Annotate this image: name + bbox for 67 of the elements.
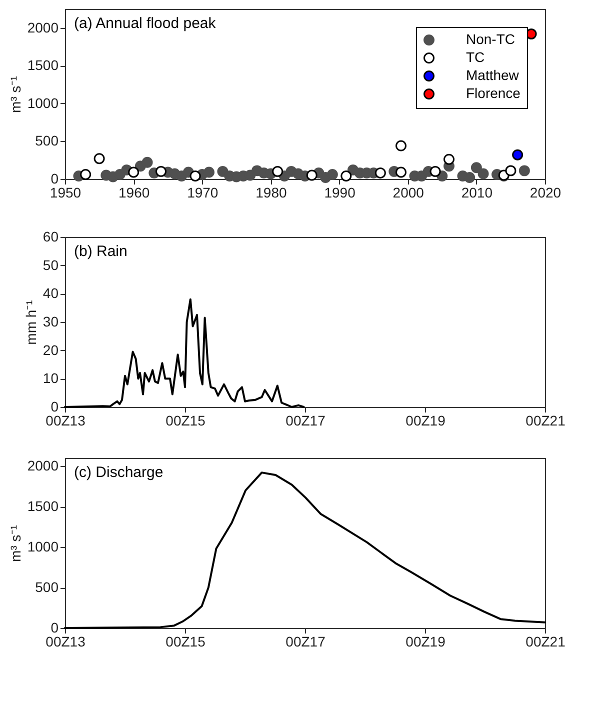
- x-tick-label: 1970: [187, 184, 218, 200]
- x-tick-label: 1980: [256, 184, 287, 200]
- y-tick-label: 500: [35, 579, 59, 596]
- x-tick-label: 00Z13: [46, 412, 86, 428]
- y-tick-label: 1000: [27, 538, 59, 555]
- y-tick-label: 40: [42, 285, 59, 302]
- point: [204, 166, 214, 178]
- y-tick-label: 500: [35, 132, 59, 149]
- y-tick-label: 20: [42, 342, 59, 358]
- y-tick-label: 2000: [27, 19, 59, 36]
- legend-label: Florence: [466, 85, 521, 101]
- y-tick-label: 1500: [27, 57, 59, 74]
- point: [505, 165, 516, 176]
- point: [94, 153, 105, 164]
- y-tick-label: 10: [42, 370, 59, 386]
- point: [464, 172, 476, 183]
- point: [396, 166, 406, 178]
- x-tick-label: 00Z13: [46, 634, 86, 650]
- y-axis-title: m³ s⁻¹: [7, 524, 24, 562]
- x-tick-label: 00Z19: [406, 634, 446, 650]
- y-tick-label: 60: [42, 228, 59, 244]
- point: [444, 154, 454, 165]
- y-tick-label: 1000: [27, 94, 59, 111]
- chart-title: (c) Discharge: [74, 464, 164, 481]
- point: [306, 170, 318, 181]
- y-tick-label: 50: [42, 256, 59, 273]
- y-tick-label: 2000: [27, 458, 59, 474]
- chart-title: (a) Annual flood peak: [74, 15, 216, 32]
- point: [272, 166, 284, 177]
- y-axis-title: m³ s⁻¹: [7, 76, 24, 113]
- point: [430, 166, 441, 177]
- y-tick-label: 1500: [27, 498, 59, 514]
- point: [340, 170, 352, 182]
- y-axis-title: mm h⁻¹: [22, 300, 39, 345]
- y-tick-label: 30: [42, 314, 59, 330]
- x-tick-label: 2020: [530, 184, 562, 200]
- point: [470, 162, 482, 174]
- x-tick-label: 1960: [118, 184, 150, 200]
- x-tick-label: 00Z21: [526, 412, 566, 428]
- x-tick-label: 00Z17: [286, 412, 326, 428]
- chart-title: (b) Rain: [74, 243, 128, 260]
- x-tick-label: 00Z21: [526, 634, 566, 650]
- point: [512, 149, 524, 160]
- x-tick-label: 2010: [461, 184, 493, 200]
- legend-label: Matthew: [466, 67, 520, 83]
- point: [326, 168, 338, 180]
- x-tick-label: 00Z17: [286, 634, 326, 650]
- point: [190, 170, 201, 182]
- x-tick-label: 2000: [392, 184, 424, 200]
- point: [80, 168, 92, 180]
- x-tick-label: 00Z15: [166, 412, 206, 428]
- x-tick-label: 00Z19: [406, 412, 446, 428]
- y-tick-label: 0: [50, 398, 59, 414]
- point: [478, 168, 489, 180]
- x-tick-label: 00Z15: [166, 634, 206, 650]
- legend-label: Non-TC: [466, 31, 516, 47]
- point: [396, 140, 406, 152]
- point: [156, 166, 166, 177]
- y-tick-label: 0: [50, 170, 59, 186]
- x-tick-label: 1950: [50, 184, 82, 200]
- point: [374, 167, 386, 178]
- point: [128, 166, 140, 178]
- y-tick-label: 0: [50, 620, 59, 636]
- x-tick-label: 1990: [324, 184, 356, 200]
- legend-label: TC: [466, 49, 485, 65]
- point: [142, 156, 153, 168]
- point: [518, 165, 530, 176]
